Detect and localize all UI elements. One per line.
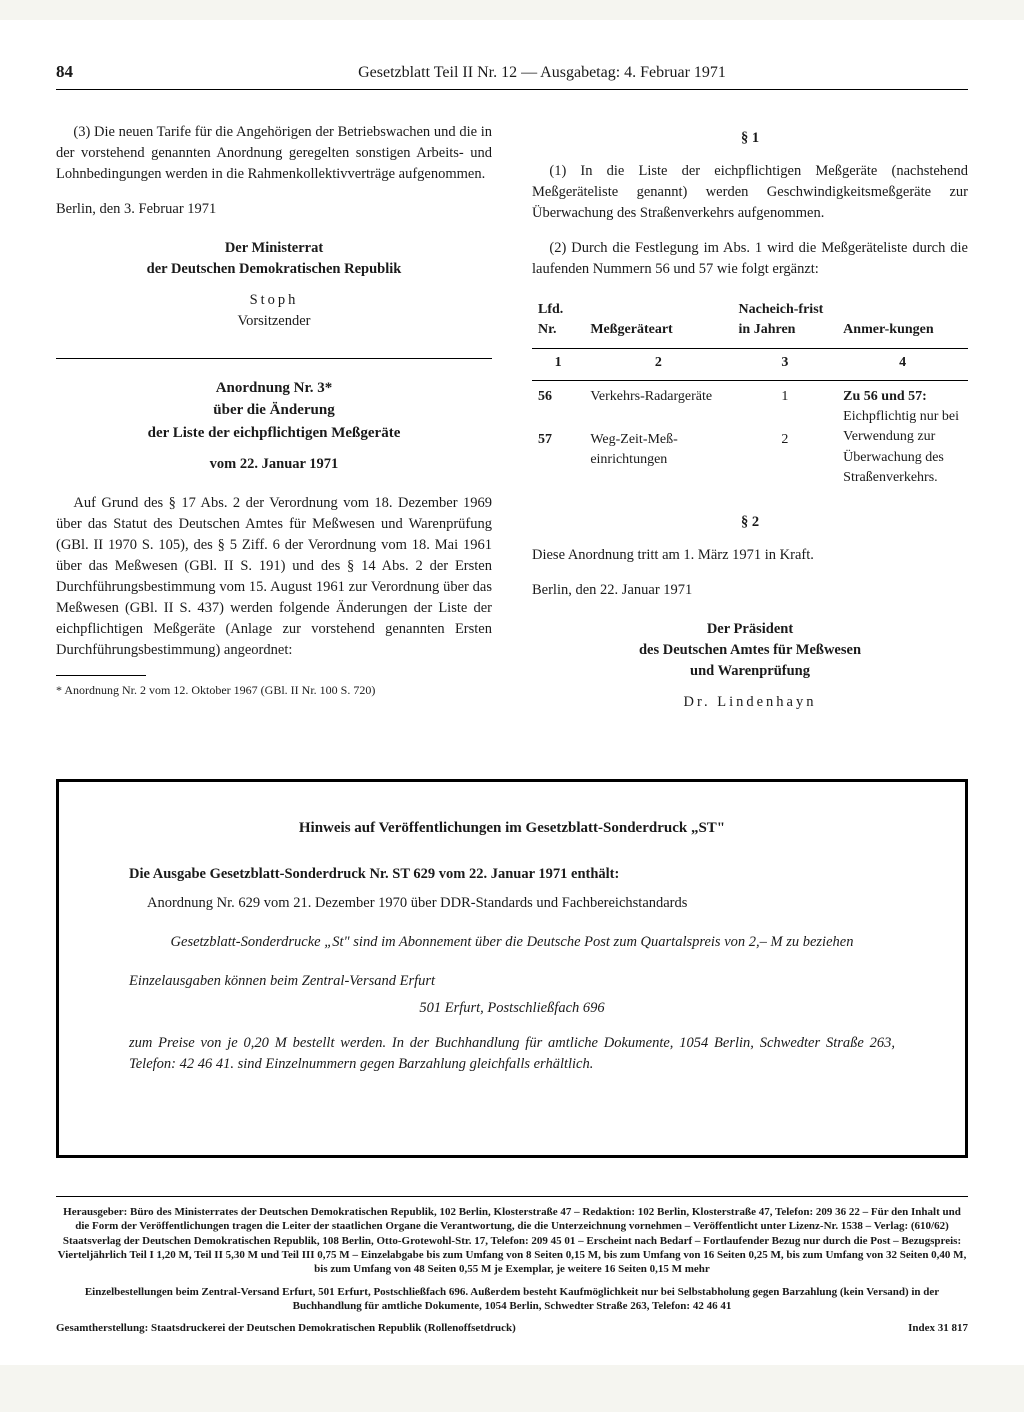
sig-name: Stoph	[56, 290, 492, 311]
right-column: § 1 (1) In die Liste der eichpflichtigen…	[532, 122, 968, 740]
cell-note: Zu 56 und 57: Eichpflichtig nur bei Verw…	[837, 380, 968, 494]
numrow-4: 4	[837, 349, 968, 380]
notice-subhead: Die Ausgabe Gesetzblatt-Sonderdruck Nr. …	[129, 864, 895, 885]
notice-title: Hinweis auf Veröffentlichungen im Gesetz…	[129, 818, 895, 840]
section-divider	[56, 358, 492, 359]
ord-title-l3: der Liste der eichpflichtigen Meßgeräte	[56, 422, 492, 445]
signature-block-ministerrat: Der Ministerrat der Deutschen Demokratis…	[56, 238, 492, 332]
table-row: 56 Verkehrs-Radargeräte 1 Zu 56 und 57: …	[532, 380, 968, 424]
signature-block-president: Der Präsident des Deutschen Amtes für Me…	[532, 619, 968, 713]
th-lfdnr: Lfd. Nr.	[532, 294, 584, 349]
section-2-symbol: § 2	[532, 512, 968, 533]
numrow-1: 1	[532, 349, 584, 380]
imprint-rule	[56, 1196, 968, 1197]
table-header-row: Lfd. Nr. Meßgeräteart Nacheich-frist in …	[532, 294, 968, 349]
notice-italic-2a: Einzelausgaben können beim Zentral-Versa…	[129, 971, 895, 992]
header-title: Gesetzblatt Teil II Nr. 12 — Ausgabetag:…	[116, 61, 968, 84]
notice-italic-2b: 501 Erfurt, Postschließfach 696	[129, 998, 895, 1019]
imprint-index: Index 31 817	[908, 1321, 968, 1335]
two-column-body: (3) Die neuen Tarife für die Angehörigen…	[56, 122, 968, 740]
left-column: (3) Die neuen Tarife für die Angehörigen…	[56, 122, 492, 740]
numrow-2: 2	[584, 349, 732, 380]
ord-title-l2: über die Änderung	[56, 399, 492, 422]
numrow-3: 3	[733, 349, 838, 380]
place-date: Berlin, den 3. Februar 1971	[56, 199, 492, 220]
cell-56-art: Verkehrs-Radargeräte	[584, 380, 732, 424]
note-body: Eichpflichtig nur bei Verwendung zur Übe…	[843, 409, 959, 485]
imprint-producer: Gesamtherstellung: Staatsdruckerei der D…	[56, 1321, 516, 1335]
footnote: * Anordnung Nr. 2 vom 12. Oktober 1967 (…	[56, 682, 492, 698]
sig-line1: Der Ministerrat	[56, 238, 492, 259]
cell-56-frist: 1	[733, 380, 838, 424]
imprint-p1: Herausgeber: Büro des Ministerrates der …	[56, 1205, 968, 1276]
imprint-last-row: Gesamtherstellung: Staatsdruckerei der D…	[56, 1321, 968, 1335]
sig2-name: Dr. Lindenhayn	[532, 692, 968, 713]
th-art: Meßgeräteart	[584, 294, 732, 349]
sec1-para2: (2) Durch die Festlegung im Abs. 1 wird …	[532, 238, 968, 280]
cell-56-nr: 56	[532, 380, 584, 424]
imprint-p2: Einzelbestellungen beim Zentral-Versand …	[56, 1285, 968, 1314]
cell-57-frist: 2	[733, 424, 838, 494]
notice-italic-1: Gesetzblatt-Sonderdrucke „St" sind im Ab…	[129, 932, 895, 953]
sig2-l1: Der Präsident	[532, 619, 968, 640]
th-frist: Nacheich-frist in Jahren	[733, 294, 838, 349]
notice-italic-3: zum Preise von je 0,20 M bestellt werden…	[129, 1033, 895, 1075]
sig2-l2: des Deutschen Amtes für Meßwesen	[532, 640, 968, 661]
footnote-rule	[56, 675, 146, 676]
paragraph-3: (3) Die neuen Tarife für die Angehörigen…	[56, 122, 492, 185]
sec1-para1: (1) In die Liste der eichpflichtigen Meß…	[532, 161, 968, 224]
imprint-block: Herausgeber: Büro des Ministerrates der …	[56, 1205, 968, 1335]
ordinance-title: Anordnung Nr. 3* über die Änderung der L…	[56, 377, 492, 445]
table-number-row: 1 2 3 4	[532, 349, 968, 380]
sig-line2: der Deutschen Demokratischen Republik	[56, 259, 492, 280]
place-date-2: Berlin, den 22. Januar 1971	[532, 580, 968, 601]
sec2-para: Diese Anordnung tritt am 1. März 1971 in…	[532, 545, 968, 566]
ord-title-l1: Anordnung Nr. 3*	[56, 377, 492, 400]
sig2-l3: und Warenprüfung	[532, 661, 968, 682]
page-number: 84	[56, 60, 116, 85]
note-title: Zu 56 und 57:	[843, 389, 927, 404]
cell-57-nr: 57	[532, 424, 584, 494]
document-page: 84 Gesetzblatt Teil II Nr. 12 — Ausgabet…	[0, 20, 1024, 1365]
running-header: 84 Gesetzblatt Teil II Nr. 12 — Ausgabet…	[56, 60, 968, 90]
notice-item: Anordnung Nr. 629 vom 21. Dezember 1970 …	[147, 893, 895, 914]
section-1-symbol: § 1	[532, 128, 968, 149]
measuring-devices-table: Lfd. Nr. Meßgeräteart Nacheich-frist in …	[532, 294, 968, 494]
notice-box: Hinweis auf Veröffentlichungen im Gesetz…	[56, 779, 968, 1158]
cell-57-art: Weg-Zeit-Meß-einrichtungen	[584, 424, 732, 494]
ordinance-date: vom 22. Januar 1971	[56, 454, 492, 475]
preamble: Auf Grund des § 17 Abs. 2 der Verordnung…	[56, 493, 492, 661]
th-anmerk: Anmer-kungen	[837, 294, 968, 349]
sig-role: Vorsitzender	[56, 311, 492, 332]
